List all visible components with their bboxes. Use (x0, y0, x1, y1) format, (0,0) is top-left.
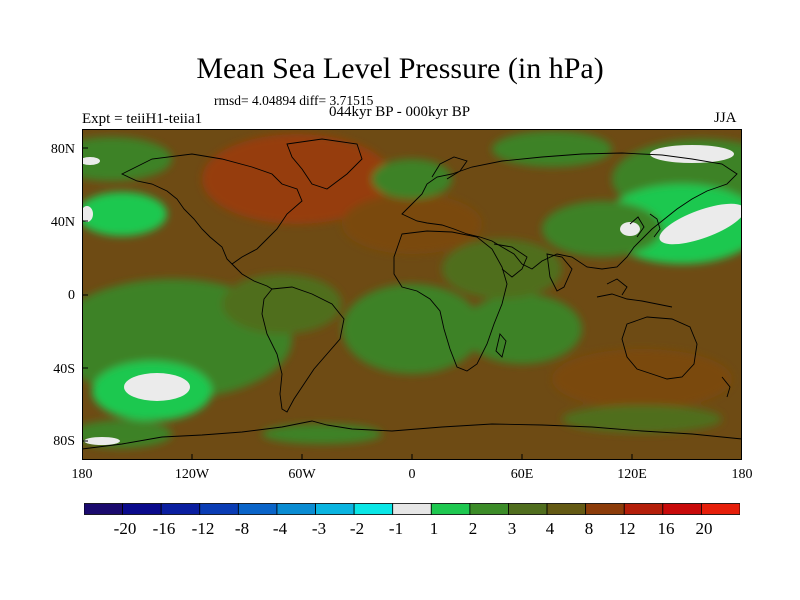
lat-label-40n: 40N (50, 215, 75, 230)
colorbar-label: 3 (507, 519, 517, 538)
lon-label-60w: 60W (288, 467, 316, 482)
lon-label-60e: 60E (510, 467, 534, 482)
colorbar-box (237, 503, 278, 515)
colorbar-box (84, 503, 123, 515)
lon-label-120e: 120E (617, 467, 647, 482)
colorbar-label: -1 (388, 519, 404, 538)
lat-label-0: 0 (68, 288, 75, 303)
colorbar-box (315, 503, 355, 515)
experiment-label: Expt = teiiH1-teiia1 (82, 111, 203, 127)
white-zone (82, 157, 100, 165)
colorbar-label: -4 (272, 519, 288, 538)
period-label: 044kyr BP - 000kyr BP (329, 104, 471, 120)
colorbar-box (160, 503, 201, 515)
white-zone (84, 437, 120, 445)
colorbar-box (508, 503, 548, 515)
stats-label: rmsd= 4.04894 diff= 3.71515 (214, 93, 374, 108)
map-title: Mean Sea Level Pressure (in hPa) (196, 52, 604, 85)
colorbar-label: -20 (113, 519, 137, 538)
season-label: JJA (714, 110, 737, 126)
colorbar-box (623, 503, 664, 515)
colorbar-box (546, 503, 587, 515)
lon-label-180w: 180 (71, 467, 93, 482)
colorbar-label: 16 (657, 519, 675, 538)
colorbar-label: 12 (618, 519, 636, 538)
white-zone (650, 145, 734, 163)
pressure-map (82, 129, 742, 460)
colorbar-box (353, 503, 394, 515)
white-zone (620, 222, 640, 236)
colorbar-box (276, 503, 316, 515)
white-zone (124, 373, 190, 401)
colorbar-label: -3 (311, 519, 327, 538)
colorbar-label: 1 (429, 519, 439, 538)
colorbar-box (701, 503, 740, 515)
axis-ticks (82, 147, 633, 460)
colorbar-box (585, 503, 625, 515)
colorbar-label: -12 (191, 519, 215, 538)
colorbar-label: 2 (468, 519, 478, 538)
white-zone (82, 206, 93, 222)
lon-label-0: 0 (408, 467, 416, 482)
colorbar (84, 503, 740, 515)
colorbar-box (199, 503, 239, 515)
white-zone (659, 203, 742, 245)
colorbar-label: -2 (349, 519, 365, 538)
lat-label-80n: 80N (50, 142, 75, 157)
colorbar-label: 4 (545, 519, 555, 538)
lat-label-40s: 40S (53, 362, 75, 377)
coastlines (82, 138, 742, 450)
lat-label-80s: 80S (53, 434, 75, 449)
colorbar-box (662, 503, 702, 515)
colorbar-label: -16 (152, 519, 176, 538)
colorbar-box (392, 503, 432, 515)
colorbar-label: -8 (234, 519, 250, 538)
colorbar-box (469, 503, 509, 515)
lon-label-180e: 180 (731, 467, 753, 482)
colorbar-label: 8 (584, 519, 594, 538)
colorbar-box (122, 503, 162, 515)
colorbar-box (430, 503, 471, 515)
colorbar-label: 20 (695, 519, 713, 538)
lon-label-120w: 120W (174, 467, 210, 482)
